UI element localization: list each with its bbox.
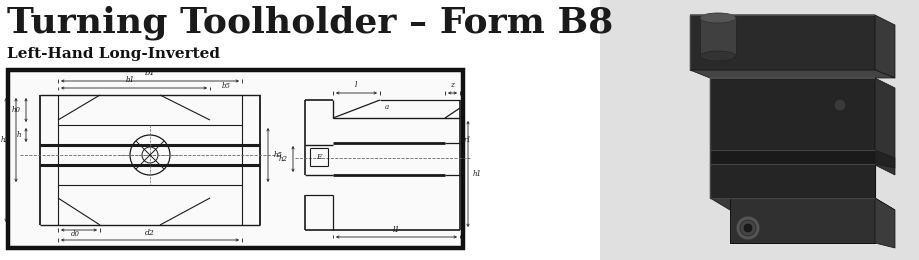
Bar: [8, 70, 463, 248]
Circle shape: [736, 216, 760, 240]
Text: a: a: [385, 103, 389, 111]
Text: h2: h2: [279, 155, 288, 163]
Text: h2: h2: [1, 136, 10, 144]
Ellipse shape: [700, 51, 736, 61]
Polygon shape: [875, 78, 895, 175]
Circle shape: [834, 99, 846, 111]
Text: E: E: [316, 153, 322, 161]
Polygon shape: [875, 150, 895, 168]
Text: r1: r1: [463, 136, 471, 144]
Text: b1: b1: [144, 69, 155, 77]
Ellipse shape: [700, 13, 736, 23]
Text: Left-Hand Long-Inverted: Left-Hand Long-Inverted: [7, 47, 220, 61]
Text: h1: h1: [473, 170, 482, 178]
Text: l: l: [355, 81, 357, 89]
Polygon shape: [875, 15, 895, 78]
Bar: [710, 78, 875, 198]
Text: h3: h3: [0, 151, 1, 159]
Bar: [730, 198, 875, 243]
FancyBboxPatch shape: [690, 15, 875, 70]
Circle shape: [744, 224, 752, 232]
Text: b5: b5: [221, 82, 231, 90]
Text: d0: d0: [71, 230, 80, 238]
Text: h: h: [17, 131, 21, 139]
Text: h0: h0: [12, 106, 21, 114]
Polygon shape: [710, 198, 895, 210]
Circle shape: [740, 220, 756, 236]
Bar: [600, 0, 919, 260]
Text: b1: b1: [126, 76, 134, 84]
Polygon shape: [690, 70, 895, 78]
Polygon shape: [875, 198, 895, 248]
Bar: [700, 18, 736, 56]
Text: d2: d2: [145, 229, 155, 237]
Text: l1: l1: [392, 226, 400, 234]
Text: z: z: [450, 81, 454, 89]
Bar: [710, 150, 875, 164]
Text: h5: h5: [274, 151, 283, 159]
Text: Turning Toolholder – Form B8: Turning Toolholder – Form B8: [7, 5, 613, 40]
